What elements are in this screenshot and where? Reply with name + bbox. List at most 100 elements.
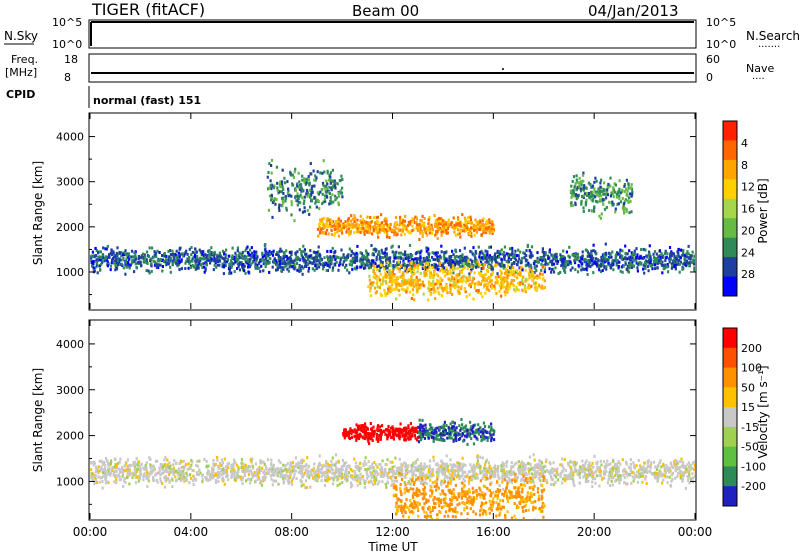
data-cell	[559, 253, 562, 257]
data-cell	[458, 278, 461, 282]
data-cell	[342, 226, 346, 230]
data-cell	[405, 253, 409, 257]
data-cell	[335, 225, 338, 229]
data-cell	[386, 292, 389, 296]
data-cell	[273, 257, 276, 261]
data-cell	[406, 281, 409, 285]
data-cell	[436, 237, 439, 240]
data-cell	[515, 258, 518, 262]
data-cell	[264, 265, 267, 269]
data-cell	[368, 274, 371, 278]
data-cell	[278, 209, 281, 212]
data-cell	[164, 475, 167, 478]
data-cell	[665, 463, 668, 467]
data-cell	[625, 193, 628, 197]
data-cell	[526, 286, 529, 290]
data-cell	[504, 267, 507, 271]
data-cell	[377, 275, 380, 279]
data-cell	[484, 467, 487, 471]
data-cell	[109, 268, 112, 272]
data-cell	[90, 261, 93, 264]
data-cell	[628, 192, 631, 196]
data-cell	[658, 254, 661, 258]
data-cell	[391, 460, 394, 464]
data-cell	[375, 226, 378, 229]
data-cell	[296, 268, 299, 272]
data-cell	[356, 479, 359, 483]
data-cell	[195, 463, 198, 467]
data-cell	[344, 470, 347, 474]
data-cell	[138, 468, 141, 472]
data-cell	[688, 469, 691, 473]
data-cell	[330, 225, 333, 229]
data-cell	[583, 471, 586, 475]
nsky-panel: N.Sky 10^5 10^0 10^5 10^0 N.Search ·····…	[4, 16, 800, 53]
data-cell	[372, 473, 375, 477]
data-cell	[483, 253, 486, 257]
data-cell	[438, 269, 442, 273]
data-cell	[297, 171, 300, 175]
data-cell	[274, 259, 277, 263]
data-cell	[255, 257, 258, 261]
data-cell	[479, 261, 483, 264]
data-cell	[363, 221, 366, 225]
data-cell	[445, 229, 448, 232]
data-cell	[686, 250, 689, 254]
data-cell	[374, 265, 377, 268]
data-cell	[512, 288, 516, 292]
data-cell	[440, 250, 443, 254]
data-cell	[321, 263, 325, 267]
data-cell	[411, 217, 414, 221]
data-cell	[317, 259, 320, 263]
data-cell	[147, 255, 151, 258]
data-cell	[354, 224, 357, 228]
data-cell	[168, 461, 171, 465]
data-cell	[311, 262, 314, 265]
data-cell	[477, 227, 480, 231]
data-cell	[461, 213, 464, 217]
data-cell	[486, 221, 489, 225]
data-cell	[453, 227, 456, 230]
data-cell	[355, 474, 358, 478]
data-cell	[137, 257, 140, 261]
data-cell	[110, 261, 113, 265]
data-cell	[425, 246, 428, 250]
data-cell	[456, 255, 459, 258]
data-cell	[575, 178, 578, 182]
data-cell	[255, 250, 258, 254]
data-cell	[340, 229, 343, 233]
data-cell	[393, 278, 396, 282]
data-cell	[243, 269, 246, 273]
data-cell	[401, 277, 405, 281]
data-cell	[408, 243, 412, 247]
data-cell	[134, 257, 137, 261]
data-cell	[539, 272, 542, 276]
data-cell	[392, 265, 395, 268]
data-cell	[526, 278, 529, 282]
data-cell	[372, 259, 375, 263]
data-cell	[579, 189, 583, 193]
data-cell	[534, 288, 537, 292]
data-cell	[556, 478, 560, 482]
data-cell	[488, 218, 491, 222]
data-cell	[352, 257, 355, 261]
data-cell	[544, 251, 547, 255]
data-cell	[506, 273, 509, 276]
data-cell	[354, 216, 357, 220]
data-cell	[472, 264, 475, 268]
data-cell	[401, 229, 404, 233]
data-cell	[350, 225, 353, 229]
data-cell	[473, 233, 476, 237]
data-cell	[314, 264, 317, 268]
data-cell	[396, 276, 399, 280]
data-cell	[458, 231, 461, 235]
data-cell	[337, 459, 340, 463]
data-cell	[479, 282, 482, 286]
data-cell	[422, 223, 425, 227]
data-cell	[282, 251, 285, 254]
data-cell	[430, 223, 433, 227]
data-cell	[91, 255, 94, 259]
data-cell	[319, 171, 322, 175]
data-cell	[364, 229, 367, 233]
data-cell	[503, 290, 506, 294]
